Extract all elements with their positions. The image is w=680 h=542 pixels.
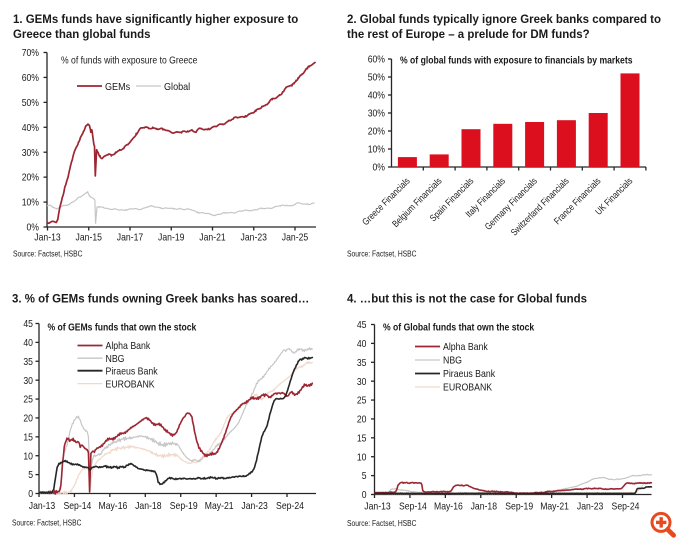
svg-text:10%: 10% bbox=[22, 198, 39, 209]
svg-text:May-16: May-16 bbox=[434, 502, 463, 513]
svg-text:Jan-19: Jan-19 bbox=[158, 233, 185, 244]
svg-text:Jan-13: Jan-13 bbox=[34, 233, 61, 244]
svg-text:40: 40 bbox=[357, 339, 367, 350]
svg-text:GEMs: GEMs bbox=[105, 82, 130, 93]
svg-text:Jan-13: Jan-13 bbox=[364, 502, 391, 513]
svg-text:10: 10 bbox=[357, 452, 367, 463]
svg-text:0: 0 bbox=[28, 489, 33, 500]
svg-text:40: 40 bbox=[23, 338, 33, 349]
svg-text:May-21: May-21 bbox=[540, 502, 569, 513]
svg-text:20%: 20% bbox=[368, 127, 385, 138]
svg-text:Sep-19: Sep-19 bbox=[505, 502, 533, 513]
svg-text:25: 25 bbox=[357, 396, 367, 407]
svg-text:30%: 30% bbox=[22, 148, 39, 159]
svg-text:3. % of GEMs funds owning Gree: 3. % of GEMs funds owning Greek banks ha… bbox=[12, 292, 309, 306]
svg-text:30%: 30% bbox=[368, 109, 385, 120]
svg-text:Jan-23: Jan-23 bbox=[577, 502, 604, 513]
svg-text:Jan-18: Jan-18 bbox=[135, 501, 162, 512]
svg-text:Sep-14: Sep-14 bbox=[63, 501, 91, 512]
svg-text:15: 15 bbox=[23, 432, 33, 443]
svg-text:15: 15 bbox=[357, 433, 367, 444]
svg-text:30: 30 bbox=[23, 376, 33, 387]
svg-text:Sep-19: Sep-19 bbox=[170, 501, 198, 512]
svg-text:Greece than global funds: Greece than global funds bbox=[13, 27, 151, 41]
svg-text:% of GEMs funds that own the s: % of GEMs funds that own the stock bbox=[48, 322, 197, 334]
svg-text:Sep-24: Sep-24 bbox=[276, 501, 304, 512]
svg-text:Source: Factset, HSBC: Source: Factset, HSBC bbox=[347, 519, 417, 528]
svg-text:Jan-25: Jan-25 bbox=[282, 233, 309, 244]
svg-text:% of Global funds that own the: % of Global funds that own the stock bbox=[383, 322, 534, 334]
svg-text:50%: 50% bbox=[22, 98, 39, 109]
svg-text:0%: 0% bbox=[27, 223, 40, 234]
svg-text:Sep-24: Sep-24 bbox=[612, 502, 640, 513]
svg-text:0: 0 bbox=[362, 490, 367, 501]
svg-text:10%: 10% bbox=[368, 145, 385, 156]
svg-text:Source: Factset, HSBC: Source: Factset, HSBC bbox=[12, 519, 82, 528]
svg-text:5: 5 bbox=[362, 471, 367, 482]
svg-text:May-16: May-16 bbox=[99, 501, 128, 512]
svg-text:EUROBANK: EUROBANK bbox=[443, 383, 492, 394]
svg-text:10: 10 bbox=[23, 451, 33, 462]
svg-text:20%: 20% bbox=[22, 173, 39, 184]
svg-text:25: 25 bbox=[23, 395, 33, 406]
svg-text:0%: 0% bbox=[373, 163, 386, 174]
svg-text:May-21: May-21 bbox=[205, 501, 234, 512]
svg-text:NBG: NBG bbox=[106, 354, 125, 365]
svg-text:Jan-21: Jan-21 bbox=[199, 233, 226, 244]
svg-text:Jan-23: Jan-23 bbox=[241, 233, 268, 244]
svg-text:Jan-13: Jan-13 bbox=[29, 501, 56, 512]
svg-text:2. Global funds typically igno: 2. Global funds typically ignore Greek b… bbox=[347, 12, 661, 26]
svg-text:5: 5 bbox=[28, 470, 33, 481]
svg-text:40%: 40% bbox=[368, 91, 385, 102]
svg-text:Jan-18: Jan-18 bbox=[471, 502, 498, 513]
svg-text:EUROBANK: EUROBANK bbox=[106, 379, 155, 390]
svg-text:Alpha Bank: Alpha Bank bbox=[443, 342, 489, 353]
svg-text:Alpha Bank: Alpha Bank bbox=[106, 341, 152, 352]
svg-text:45: 45 bbox=[357, 320, 367, 331]
svg-text:1. GEMs funds have significant: 1. GEMs funds have significantly higher … bbox=[13, 12, 298, 26]
svg-text:Jan-23: Jan-23 bbox=[241, 501, 268, 512]
svg-text:40%: 40% bbox=[22, 123, 39, 134]
svg-text:Sep-14: Sep-14 bbox=[399, 502, 427, 513]
svg-text:4. …but this is not the case f: 4. …but this is not the case for Global … bbox=[347, 292, 587, 306]
svg-text:Piraeus Bank: Piraeus Bank bbox=[106, 366, 159, 377]
svg-text:% of global funds with exposur: % of global funds with exposure to finan… bbox=[400, 55, 633, 67]
svg-text:35: 35 bbox=[23, 357, 33, 368]
svg-text:30: 30 bbox=[357, 377, 367, 388]
svg-text:60%: 60% bbox=[22, 73, 39, 84]
svg-text:Source: Factset, HSBC: Source: Factset, HSBC bbox=[13, 250, 83, 259]
svg-text:35: 35 bbox=[357, 358, 367, 369]
svg-text:Source: Factset, HSBC: Source: Factset, HSBC bbox=[347, 250, 417, 259]
svg-text:NBG: NBG bbox=[443, 356, 462, 367]
svg-text:Global: Global bbox=[164, 82, 190, 93]
svg-text:60%: 60% bbox=[368, 55, 385, 66]
svg-text:20: 20 bbox=[23, 414, 33, 425]
svg-text:% of funds with exposure to Gr: % of funds with exposure to Greece bbox=[61, 55, 198, 67]
svg-text:Jan-17: Jan-17 bbox=[117, 233, 144, 244]
svg-text:50%: 50% bbox=[368, 73, 385, 84]
svg-text:20: 20 bbox=[357, 415, 367, 426]
svg-text:45: 45 bbox=[23, 319, 33, 330]
svg-text:Piraeus Bank: Piraeus Bank bbox=[443, 369, 496, 380]
svg-text:70%: 70% bbox=[22, 48, 39, 59]
svg-text:the rest of Europe – a prelude: the rest of Europe – a prelude for DM fu… bbox=[347, 27, 590, 41]
svg-text:Jan-15: Jan-15 bbox=[76, 233, 103, 244]
